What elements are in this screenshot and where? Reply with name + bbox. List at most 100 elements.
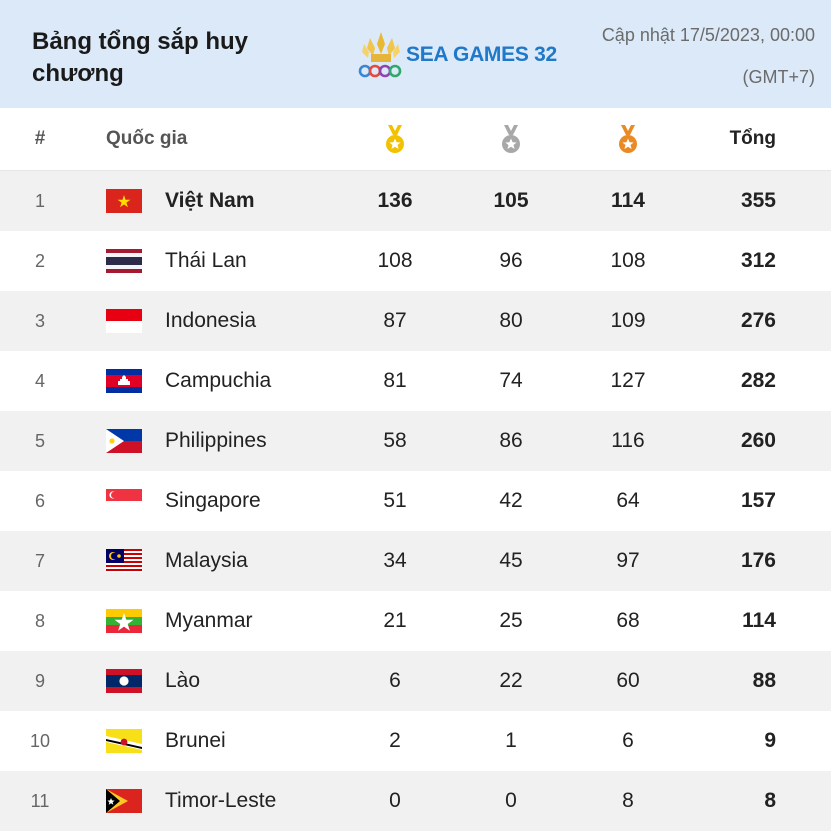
header: Bảng tổng sắp huy chương SEA GAMES 32 Cậ… (0, 0, 831, 108)
laos-flag-icon (106, 651, 142, 711)
rank-cell: 7 (34, 551, 45, 571)
gold-count: 0 (389, 789, 401, 812)
table-row: 3 Indonesia 87 80 109 276 (0, 291, 831, 351)
rank-cell: 1 (34, 191, 45, 211)
update-info: Cập nhật 17/5/2023, 00:00 (GMT+7) (602, 24, 815, 88)
silver-count: 0 (505, 789, 517, 812)
bronze-count: 108 (610, 249, 646, 272)
silver-medal-icon (502, 125, 520, 153)
country-name: Philippines (165, 429, 267, 452)
myanmar-flag-icon (106, 591, 142, 651)
total-count: 355 (740, 189, 776, 212)
total-count: 8 (764, 789, 776, 812)
country-name: Thái Lan (165, 249, 247, 272)
gold-medal-icon (386, 125, 404, 153)
country-name: Timor-Leste (165, 789, 277, 812)
table-row: 10 Brunei 2 1 6 9 (0, 711, 831, 771)
country-name: Malaysia (165, 549, 248, 572)
silver-count: 45 (499, 549, 523, 572)
gold-count: 87 (383, 309, 407, 332)
total-count: 88 (752, 669, 776, 692)
total-count: 276 (740, 309, 776, 332)
silver-count: 25 (499, 609, 523, 632)
gold-count: 108 (377, 249, 413, 272)
gold-count: 51 (383, 489, 407, 512)
silver-count: 22 (499, 669, 523, 692)
country-name: Brunei (165, 729, 226, 752)
rank-cell: 11 (30, 791, 50, 811)
rank-column-header: # (34, 128, 46, 149)
vietnam-flag-icon (106, 171, 142, 231)
indonesia-flag-icon (106, 291, 142, 351)
rank-cell: 8 (34, 611, 45, 631)
bronze-count: 97 (616, 549, 640, 572)
timezone-label: (GMT+7) (742, 67, 815, 87)
rank-cell: 5 (34, 431, 45, 451)
total-count: 114 (742, 609, 776, 632)
timor-leste-flag-icon (106, 771, 142, 831)
medal-table-body: 1 Việt Nam 136 105 114 355 2 Thái Lan 10… (0, 171, 831, 831)
silver-count: 74 (499, 369, 523, 392)
table-header: # Quốc gia Tổng (0, 108, 831, 171)
silver-count: 80 (499, 309, 523, 332)
sea-games-emblem-icon (358, 32, 402, 78)
silver-count: 96 (499, 249, 523, 272)
total-count: 260 (740, 429, 776, 452)
table-row: 9 Lào 6 22 60 88 (0, 651, 831, 711)
rank-cell: 6 (34, 491, 45, 511)
total-count: 9 (764, 729, 776, 752)
malaysia-flag-icon (106, 531, 142, 591)
country-name: Indonesia (165, 309, 257, 332)
gold-count: 6 (389, 669, 401, 692)
brunei-flag-icon (106, 711, 142, 771)
thailand-flag-icon (106, 231, 142, 291)
total-count: 312 (740, 249, 776, 272)
country-name: Lào (165, 669, 201, 692)
total-column-header: Tổng (729, 128, 776, 149)
silver-count: 86 (499, 429, 523, 452)
bronze-count: 68 (616, 609, 640, 632)
gold-count: 2 (389, 729, 401, 752)
total-count: 157 (740, 489, 776, 512)
country-name: Myanmar (165, 609, 253, 632)
gold-count: 136 (377, 189, 413, 212)
country-name: Campuchia (165, 369, 272, 392)
table-row: 1 Việt Nam 136 105 114 355 (0, 171, 831, 231)
bronze-count: 116 (611, 429, 645, 452)
singapore-flag-icon (106, 471, 142, 531)
silver-count: 42 (499, 489, 523, 512)
table-row: 11 Timor-Leste 0 0 8 8 (0, 771, 831, 831)
bronze-count: 8 (622, 789, 634, 812)
total-count: 282 (740, 369, 776, 392)
logo-text: SEA GAMES 32 (406, 43, 557, 66)
table-row: 8 Myanmar 21 25 68 114 (0, 591, 831, 651)
sea-games-logo: SEA GAMES 32 (356, 30, 557, 82)
total-count: 176 (740, 549, 776, 572)
table-row: 7 Malaysia 34 45 97 176 (0, 531, 831, 591)
table-row: 4 Campuchia 81 74 127 282 (0, 351, 831, 411)
gold-count: 21 (383, 609, 407, 632)
gold-count: 34 (383, 549, 407, 572)
rank-cell: 2 (34, 251, 45, 271)
cambodia-flag-icon (106, 351, 142, 411)
bronze-column-header (588, 108, 668, 170)
country-name: Việt Nam (165, 189, 255, 212)
country-column-header: Quốc gia (106, 128, 188, 149)
bronze-count: 60 (616, 669, 640, 692)
silver-count: 105 (493, 189, 529, 212)
silver-count: 1 (505, 729, 517, 752)
gold-count: 81 (383, 369, 407, 392)
gold-count: 58 (383, 429, 407, 452)
bronze-count: 64 (616, 489, 640, 512)
table-row: 5 Philippines 58 86 116 260 (0, 411, 831, 471)
bronze-count: 109 (610, 309, 646, 332)
rank-cell: 4 (34, 371, 45, 391)
bronze-count: 6 (622, 729, 634, 752)
rank-cell: 10 (29, 731, 51, 751)
bronze-count: 114 (611, 189, 645, 212)
rank-cell: 3 (34, 311, 45, 331)
philippines-flag-icon (106, 411, 142, 471)
country-name: Singapore (165, 489, 261, 512)
page-title: Bảng tổng sắp huy chương (32, 28, 248, 87)
table-row: 6 Singapore 51 42 64 157 (0, 471, 831, 531)
